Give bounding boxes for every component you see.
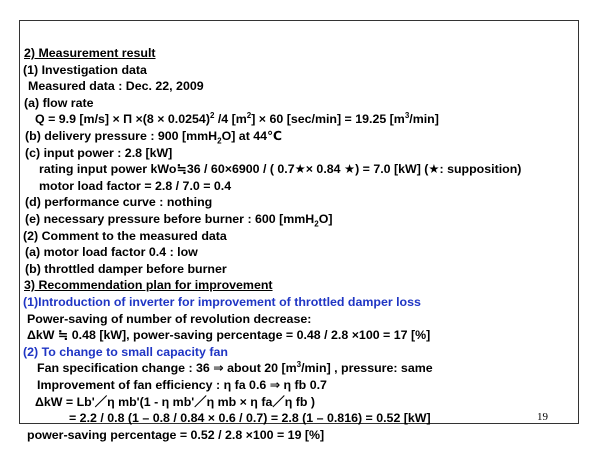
text-line: 2) Measurement result [24, 45, 156, 61]
text-run: 2) Measurement result [24, 46, 156, 60]
text-run: (e) necessary pressure before burner : 6… [25, 212, 315, 226]
text-line: (b) delivery pressure : 900 [mmH2O] at 4… [25, 128, 283, 146]
text-line: (d) performance curve : nothing [25, 194, 212, 210]
text-run: O] at 44℃ [221, 129, 283, 143]
text-run: Power-saving of number of revolution dec… [27, 311, 312, 326]
text-run: ΔkW = Lb'／η mb'(1 - η mb'／η mb × η fa／η … [35, 394, 316, 409]
text-line: (b) throttled damper before burner [25, 261, 227, 277]
text-line: power-saving percentage = 0.52 / 2.8 ×10… [27, 427, 324, 443]
text-line: rating input power kWo≒36 / 60×6900 / ( … [39, 161, 521, 177]
text-run: /min] , pressure: same [301, 361, 433, 376]
text-line: ΔkW = Lb'／η mb'(1 - η mb'／η mb × η fa／η … [35, 394, 315, 410]
text-run: rating input power kWo≒36 / 60×6900 / ( … [39, 162, 522, 177]
text-run: 3) Recommendation plan for improvement [24, 278, 273, 293]
text-run: 2 [209, 111, 215, 121]
text-line: Improvement of fan efficiency : η fa 0.6… [37, 377, 327, 393]
text-run: ΔkW ≒ 0.48 [kW], power-saving percentage… [27, 328, 431, 343]
text-run: motor load factor = 2.8 / 7.0 = 0.4 [39, 178, 232, 193]
text-line: (2) To change to small capacity fan [23, 344, 228, 360]
text-run: (2) Comment to the measured data [23, 228, 227, 243]
text-line: = 2.2 / 0.8 (1 – 0.8 / 0.84 × 0.6 / 0.7)… [69, 410, 431, 426]
text-run: (1) Investigation data [23, 62, 147, 77]
text-run: 2 [246, 111, 252, 121]
text-run: ] × 60 [sec/min] = 19.25 [m [251, 112, 405, 127]
text-run: /min] [409, 112, 439, 127]
text-line: ΔkW ≒ 0.48 [kW], power-saving percentage… [27, 327, 430, 343]
text-run: Fan specification change : 36 ⇒ about 20… [37, 361, 297, 376]
page-number: 19 [537, 411, 548, 423]
text-run: O] [318, 212, 333, 226]
text-run: /4 [m [214, 112, 247, 127]
text-run: (b) delivery pressure : 900 [mmH [25, 129, 218, 143]
text-run: (d) performance curve : nothing [25, 195, 213, 210]
text-line: (c) input power : 2.8 [kW] [25, 145, 172, 161]
text-run: = 2.2 / 0.8 (1 – 0.8 / 0.84 × 0.6 / 0.7)… [69, 411, 431, 426]
text-line: (e) necessary pressure before burner : 6… [25, 211, 333, 229]
text-run: (a) flow rate [24, 95, 94, 110]
text-run: Measured data : Dec. 22, 2009 [28, 79, 204, 94]
text-run: (1)Introduction of inverter for improvem… [23, 295, 421, 309]
text-run: power-saving percentage = 0.52 / 2.8 ×10… [27, 427, 325, 442]
slide-frame: 2) Measurement result (1) Investigation d… [19, 20, 579, 442]
text-run: Improvement of fan efficiency : η fa 0.6… [37, 378, 327, 392]
text-run: (2) To change to small capacity fan [23, 344, 228, 359]
text-run: (b) throttled damper before burner [25, 261, 227, 276]
text-line: motor load factor = 2.8 / 7.0 = 0.4 [39, 178, 231, 194]
text-run: (a) motor load factor 0.4 : low [25, 245, 198, 260]
text-line: Measured data : Dec. 22, 2009 [28, 78, 204, 94]
text-line: Power-saving of number of revolution dec… [27, 311, 311, 327]
text-run: (c) input power : 2.8 [kW] [25, 145, 173, 160]
text-run: 2 [314, 219, 319, 229]
text-line: Q = 9.9 [m/s] × Π ×(8 × 0.0254)2 /4 [m2]… [35, 111, 439, 127]
text-line: (1)Introduction of inverter for improvem… [23, 294, 421, 310]
text-run: 3 [296, 360, 302, 370]
text-run: Q = 9.9 [m/s] × Π ×(8 × 0.0254) [35, 112, 210, 127]
text-line: (1) Investigation data [23, 62, 147, 78]
text-line: (a) motor load factor 0.4 : low [25, 244, 198, 260]
text-line: Fan specification change : 36 ⇒ about 20… [37, 360, 433, 376]
text-line: (2) Comment to the measured data [23, 228, 227, 244]
text-line: (a) flow rate [24, 95, 94, 111]
text-line: 3) Recommendation plan for improvement [24, 277, 273, 293]
text-run: 3 [404, 111, 410, 121]
text-run: 2 [217, 136, 222, 146]
